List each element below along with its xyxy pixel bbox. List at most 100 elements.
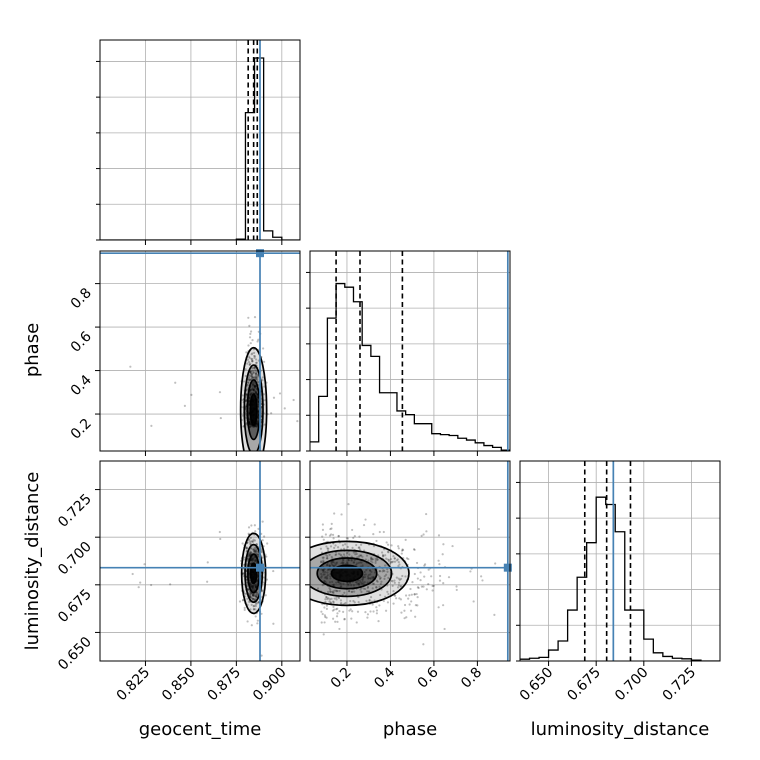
- sample-point: [359, 543, 363, 546]
- sample-point: [255, 582, 258, 585]
- panel-frame: [99, 460, 301, 662]
- x-tick-label-geocent_time: 0.900: [250, 665, 290, 705]
- sample-point: [322, 556, 325, 559]
- sample-point: [380, 580, 383, 583]
- sample-point: [331, 591, 335, 594]
- sample-point: [371, 561, 374, 564]
- contour-phase-luminosity_distance-1: [310, 549, 393, 598]
- sample-point: [365, 554, 369, 557]
- sample-point: [255, 591, 259, 594]
- sample-point: [407, 557, 410, 561]
- sample-point: [368, 590, 371, 593]
- sample-point: [257, 413, 260, 416]
- sample-point: [321, 523, 324, 526]
- sample-point: [247, 376, 251, 379]
- sample-point: [250, 624, 253, 627]
- x-tick-label-phase: 0.2: [328, 665, 355, 692]
- sample-point: [397, 584, 401, 587]
- sample-point: [328, 586, 331, 590]
- sample-point: [252, 608, 256, 611]
- sample-point: [409, 587, 412, 591]
- sample-point: [249, 371, 252, 374]
- sample-point: [249, 592, 252, 595]
- sample-point: [255, 378, 259, 381]
- sample-point: [395, 576, 398, 579]
- contour-phase-luminosity_distance-3: [330, 564, 364, 583]
- truth-marker-geocent_time-phase: [256, 249, 264, 258]
- sample-point: [365, 590, 369, 593]
- sample-point: [245, 351, 248, 354]
- sample-point: [254, 384, 257, 387]
- sample-point: [257, 553, 260, 556]
- sample-point: [251, 352, 254, 355]
- sample-point: [254, 585, 257, 588]
- sample-point: [328, 564, 331, 567]
- sample-point: [361, 577, 364, 581]
- sample-point: [251, 559, 254, 562]
- x-tick-label-geocent_time: 0.825: [114, 665, 154, 705]
- sample-point: [400, 611, 403, 614]
- sample-point: [253, 380, 256, 384]
- sample-point: [248, 374, 251, 377]
- sample-point: [324, 575, 327, 579]
- contour-geocent_time-luminosity_distance-1: [244, 543, 264, 604]
- sample-point: [358, 546, 361, 549]
- sample-point: [369, 610, 372, 613]
- sample-point: [326, 554, 329, 558]
- sample-point: [396, 558, 399, 561]
- sample-point: [399, 585, 402, 588]
- sample-point: [248, 379, 251, 382]
- sample-point: [255, 391, 258, 394]
- sample-point: [338, 627, 341, 631]
- sample-point: [322, 569, 325, 573]
- sample-point: [389, 562, 392, 565]
- sample-point: [350, 555, 353, 558]
- sample-point: [244, 592, 248, 595]
- sample-point: [397, 545, 400, 548]
- sample-point: [254, 595, 257, 598]
- sample-point: [252, 540, 255, 543]
- sample-point: [252, 548, 256, 551]
- sample-point: [248, 554, 251, 558]
- sample-point: [372, 576, 375, 579]
- sample-point: [325, 595, 328, 599]
- sample-point: [335, 598, 338, 601]
- sample-point: [344, 601, 347, 605]
- sample-point: [327, 547, 330, 550]
- sample-point: [325, 577, 328, 580]
- sample-point: [425, 512, 428, 516]
- sample-point: [357, 600, 360, 604]
- sample-point: [378, 604, 381, 607]
- sample-point: [352, 551, 355, 554]
- sample-point: [347, 559, 350, 562]
- sample-point: [369, 569, 372, 572]
- sample-point: [333, 589, 336, 592]
- sample-point: [353, 590, 356, 593]
- sample-point: [384, 564, 387, 567]
- sample-point: [252, 556, 256, 559]
- sample-point: [447, 576, 451, 579]
- sample-point: [369, 577, 372, 580]
- scatter-samples-geocent_time-phase: [129, 315, 299, 429]
- density-fill-3: [331, 565, 363, 582]
- sample-point: [329, 575, 332, 578]
- sample-point: [251, 584, 254, 588]
- sample-point: [387, 551, 390, 554]
- sample-point: [260, 654, 263, 657]
- sample-point: [254, 390, 257, 393]
- sample-point: [340, 585, 343, 588]
- sample-point: [382, 530, 385, 534]
- sample-point: [437, 606, 440, 609]
- sample-point: [244, 416, 248, 419]
- sample-point: [397, 547, 400, 550]
- sample-point: [254, 595, 258, 598]
- sample-point: [337, 581, 340, 584]
- sample-point: [249, 542, 252, 545]
- sample-point: [370, 558, 373, 561]
- sample-point: [362, 576, 365, 579]
- sample-point: [329, 590, 332, 594]
- sample-point: [256, 393, 259, 396]
- sample-point: [219, 416, 222, 420]
- sample-point: [248, 600, 251, 603]
- sample-point: [353, 558, 356, 562]
